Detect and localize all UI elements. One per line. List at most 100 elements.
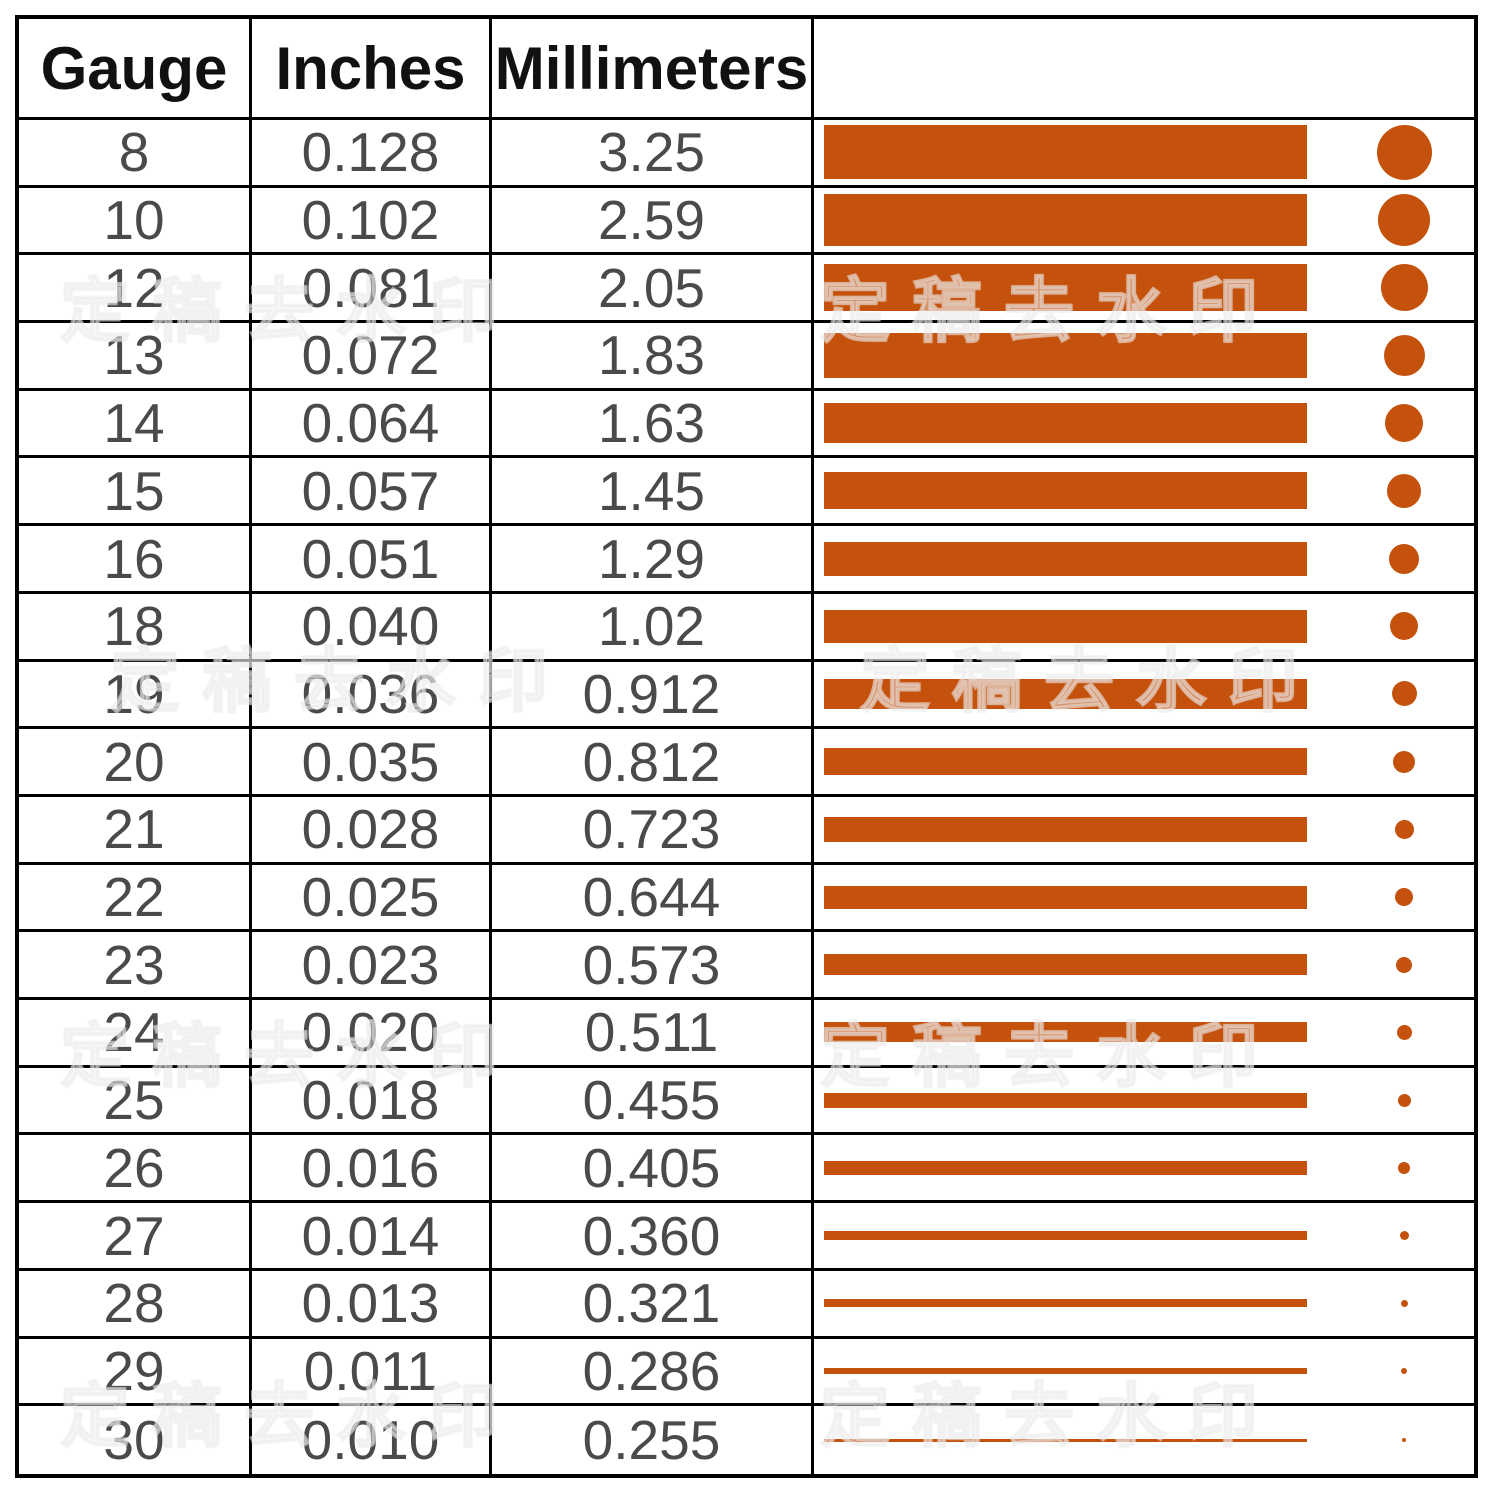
wire-thickness-bar — [824, 1160, 1307, 1175]
wire-thickness-bar — [824, 1231, 1307, 1241]
gauge-cell: 25 — [19, 1067, 252, 1136]
inches-cell: 0.072 — [252, 323, 492, 391]
millimeters-cell: 0.812 — [492, 729, 814, 797]
wire-cross-section-dot — [1383, 334, 1425, 376]
inches-cell: 0.064 — [252, 390, 492, 459]
wire-thickness-bar — [824, 332, 1307, 378]
wire-visual-cell — [814, 120, 1474, 188]
millimeters-cell: 0.644 — [492, 864, 814, 933]
wire-visual-cell — [814, 1068, 1474, 1136]
millimeters-cell: 0.511 — [492, 1000, 814, 1068]
header-inches: Inches — [252, 19, 492, 120]
wire-visual-cell — [814, 797, 1474, 865]
millimeters-cell: 1.29 — [492, 526, 814, 594]
millimeters-cell: 0.405 — [492, 1135, 814, 1204]
wire-dot-wrap — [1334, 391, 1474, 456]
gauge-cell: 21 — [19, 796, 252, 865]
wire-cross-section-dot — [1402, 1438, 1406, 1443]
wire-thickness-bar — [824, 541, 1307, 576]
gauge-cell: 28 — [19, 1270, 252, 1339]
millimeters-cell: 2.59 — [492, 187, 814, 256]
millimeters-cell: 0.255 — [492, 1406, 814, 1474]
inches-cell: 0.051 — [252, 526, 492, 594]
wire-visual-cell — [814, 865, 1474, 933]
gauge-cell: 19 — [19, 661, 252, 730]
inches-cell: 0.023 — [252, 932, 492, 1001]
wire-thickness-bar — [824, 194, 1307, 247]
wire-dot-wrap — [1334, 120, 1474, 185]
wire-dot-wrap — [1334, 458, 1474, 523]
wire-cross-section-dot — [1389, 543, 1419, 574]
inches-cell: 0.128 — [252, 120, 492, 188]
wire-dot-wrap — [1334, 1068, 1474, 1133]
wire-cross-section-dot — [1378, 194, 1430, 247]
wire-cross-section-dot — [1399, 1231, 1409, 1241]
wire-cross-section-dot — [1400, 1299, 1408, 1307]
wire-visual-cell — [814, 729, 1474, 797]
millimeters-cell: 1.02 — [492, 593, 814, 662]
inches-cell: 0.035 — [252, 729, 492, 797]
gauge-cell: 18 — [19, 593, 252, 662]
wire-dot-wrap — [1334, 1406, 1474, 1474]
wire-thickness-bar — [824, 1367, 1307, 1374]
wire-dot-wrap — [1334, 1203, 1474, 1268]
inches-cell: 0.102 — [252, 187, 492, 256]
header-visual-empty — [814, 19, 1474, 120]
wire-thickness-bar — [824, 816, 1307, 842]
wire-thickness-bar — [824, 264, 1307, 312]
wire-dot-wrap — [1334, 255, 1474, 320]
gauge-cell: 8 — [19, 120, 252, 188]
millimeters-cell: 0.723 — [492, 796, 814, 865]
wire-visual-cell — [814, 1203, 1474, 1271]
gauge-cell: 23 — [19, 932, 252, 1001]
wire-thickness-bar — [824, 1438, 1307, 1442]
wire-cross-section-dot — [1385, 404, 1423, 443]
wire-visual-cell — [814, 391, 1474, 459]
millimeters-cell: 0.912 — [492, 661, 814, 730]
wire-dot-wrap — [1334, 865, 1474, 930]
wire-dot-wrap — [1334, 594, 1474, 659]
millimeters-cell: 0.321 — [492, 1270, 814, 1339]
gauge-cell: 20 — [19, 729, 252, 797]
gauge-cell: 26 — [19, 1135, 252, 1204]
millimeters-cell: 0.286 — [492, 1338, 814, 1407]
millimeters-cell: 2.05 — [492, 255, 814, 324]
wire-thickness-bar — [824, 1092, 1307, 1108]
millimeters-cell: 0.573 — [492, 932, 814, 1001]
wire-cross-section-dot — [1387, 473, 1421, 508]
wire-cross-section-dot — [1397, 1093, 1411, 1107]
inches-cell: 0.014 — [252, 1203, 492, 1271]
wire-gauge-table: Gauge Inches Millimeters 8 0.128 3.25 10… — [15, 15, 1478, 1478]
wire-cross-section-dot — [1401, 1367, 1407, 1374]
wire-cross-section-dot — [1393, 750, 1415, 773]
wire-visual-cell — [814, 255, 1474, 324]
wire-dot-wrap — [1334, 188, 1474, 253]
gauge-cell: 29 — [19, 1338, 252, 1407]
wire-cross-section-dot — [1376, 124, 1432, 180]
wire-visual-cell — [814, 1000, 1474, 1068]
millimeters-cell: 1.45 — [492, 458, 814, 527]
gauge-cell: 15 — [19, 458, 252, 527]
inches-cell: 0.036 — [252, 661, 492, 730]
wire-dot-wrap — [1334, 1271, 1474, 1336]
wire-cross-section-dot — [1396, 956, 1412, 973]
gauge-cell: 12 — [19, 255, 252, 324]
wire-visual-cell — [814, 323, 1474, 391]
wire-thickness-bar — [824, 472, 1307, 510]
wire-visual-cell — [814, 932, 1474, 1001]
wire-visual-cell — [814, 188, 1474, 256]
wire-thickness-bar — [824, 678, 1307, 709]
inches-cell: 0.016 — [252, 1135, 492, 1204]
wire-visual-cell — [814, 1135, 1474, 1204]
wire-dot-wrap — [1334, 526, 1474, 591]
wire-cross-section-dot — [1395, 888, 1413, 907]
inches-cell: 0.020 — [252, 1000, 492, 1068]
inches-cell: 0.025 — [252, 864, 492, 933]
gauge-cell: 10 — [19, 187, 252, 256]
wire-thickness-bar — [824, 885, 1307, 909]
inches-cell: 0.081 — [252, 255, 492, 324]
gauge-cell: 13 — [19, 323, 252, 391]
header-gauge: Gauge — [19, 19, 252, 120]
wire-thickness-bar — [824, 609, 1307, 643]
